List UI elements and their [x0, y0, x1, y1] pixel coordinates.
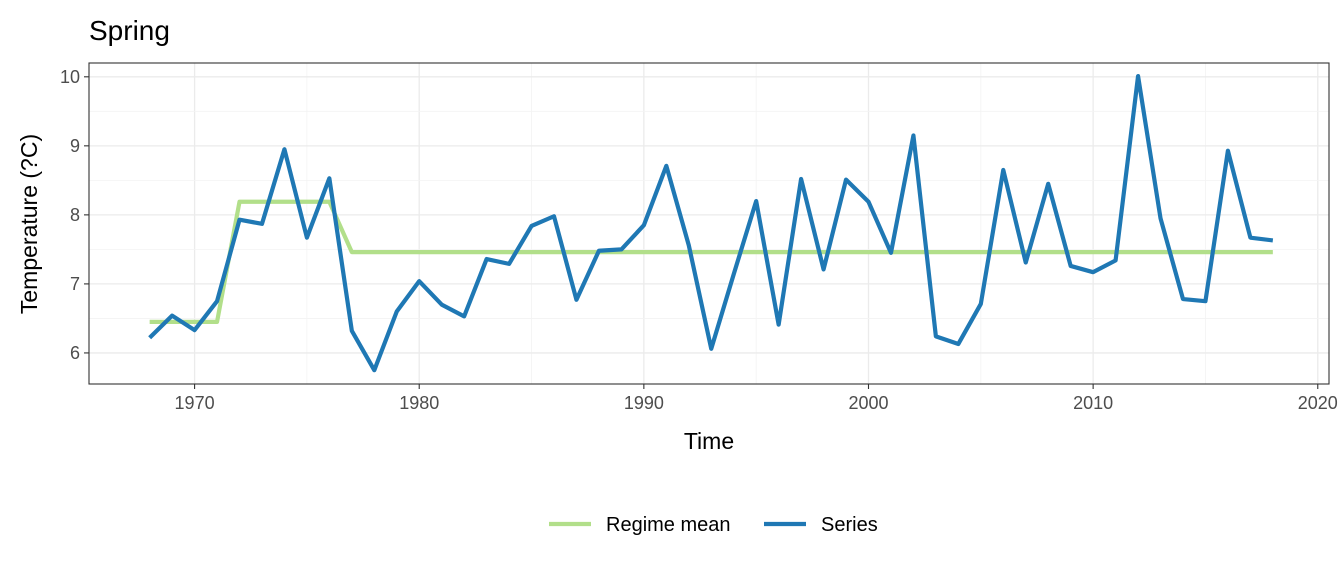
x-tick-label: 2020 — [1298, 393, 1338, 413]
y-tick-label: 7 — [70, 274, 80, 294]
legend-label-regime-mean: Regime mean — [606, 514, 731, 536]
plot-panel-border — [88, 62, 1330, 385]
legend-label-series: Series — [821, 514, 878, 536]
x-tick-label: 1970 — [175, 393, 215, 413]
x-axis-title: Time — [684, 428, 734, 454]
y-axis-title: Temperature (?C) — [16, 134, 42, 314]
y-tick-label: 9 — [70, 136, 80, 156]
series-line-regime-mean — [149, 199, 1273, 324]
series-line-series — [148, 74, 1274, 373]
x-tick-label: 2000 — [848, 393, 888, 413]
chart-title: Spring — [89, 15, 170, 46]
x-tick-label: 2010 — [1073, 393, 1113, 413]
series-lines — [148, 74, 1274, 373]
x-tick-label: 1990 — [624, 393, 664, 413]
x-tick-label: 1980 — [399, 393, 439, 413]
x-axis: 1970 1980 1990 2000 2010 2020 — [175, 384, 1338, 413]
y-tick-label: 6 — [70, 343, 80, 363]
legend: Regime mean Series — [549, 514, 878, 536]
y-tick-label: 10 — [60, 67, 80, 87]
y-axis: 6 7 8 9 10 — [60, 67, 89, 363]
y-tick-label: 8 — [70, 205, 80, 225]
gridlines — [89, 63, 1329, 384]
